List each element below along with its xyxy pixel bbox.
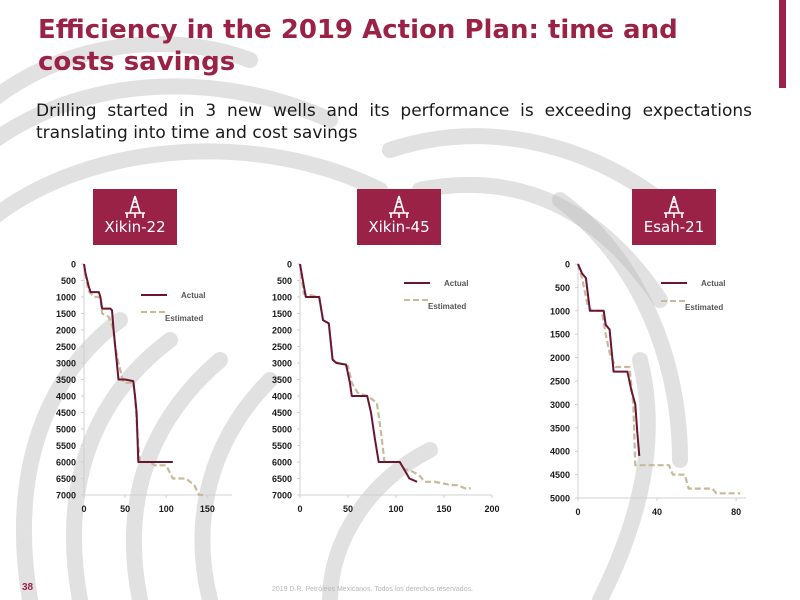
well-name: Esah-21 <box>643 218 705 236</box>
y-tick-label: 5000 <box>56 425 76 435</box>
slide-title: Efficiency in the 2019 Action Plan: time… <box>38 15 678 77</box>
slide-subtitle: Drilling started in 3 new wells and its … <box>36 101 752 143</box>
y-tick-label: 2000 <box>272 326 292 336</box>
y-tick-label: 500 <box>555 283 570 293</box>
y-tick-label: 4500 <box>56 408 76 418</box>
y-tick-label: 6500 <box>272 474 292 484</box>
y-tick-label: 7000 <box>272 491 292 501</box>
legend-label-estimated: Estimated <box>685 303 723 312</box>
y-tick-label: 4000 <box>272 392 292 402</box>
y-tick-label: 3500 <box>56 375 76 385</box>
footer-copyright: 2019 D.R. Petróleos Mexicanos. Todos los… <box>272 586 474 593</box>
y-tick-label: 1000 <box>272 293 292 303</box>
series-actual-line <box>299 263 418 483</box>
y-tick-label: 2500 <box>56 342 76 352</box>
chart-2: 0500100015002000250030003500400045005000… <box>272 260 500 515</box>
y-tick-label: 2500 <box>272 342 292 352</box>
chart-1: 0500100015002000250030003500400045005000… <box>56 260 232 514</box>
y-tick-label: 3500 <box>272 375 292 385</box>
x-tick-label: 150 <box>200 504 215 514</box>
well-name: Xikin-22 <box>104 218 166 236</box>
y-tick-label: 0 <box>71 260 76 270</box>
y-tick-label: 2000 <box>56 326 76 336</box>
chart-3: 0 500 1000 1500 2000 2500 3000 3500 4000 4500 5000… <box>550 260 746 517</box>
x-tick-label: 0 <box>81 504 86 514</box>
accent-bar <box>779 0 786 88</box>
legend-label-estimated: Estimated <box>165 314 203 323</box>
y-tick-label: 1000 <box>550 306 570 316</box>
y-tick-label: 2000 <box>550 353 570 363</box>
well-label-esah-21: Esah-21 <box>632 189 716 245</box>
y-tick-label: 3000 <box>56 359 76 369</box>
y-tick-label: 500 <box>61 276 76 286</box>
y-tick-label: 1500 <box>550 330 570 340</box>
y-tick-label: 6000 <box>56 458 76 468</box>
legend-label-actual: Actual <box>701 279 725 288</box>
series-actual-line <box>577 263 641 456</box>
y-tick-label: 5500 <box>272 441 292 451</box>
x-tick-label: 50 <box>120 504 130 514</box>
y-tick-label: 4000 <box>550 447 570 457</box>
well-label-xikin-45: Xikin-45 <box>357 189 441 245</box>
y-tick-label: 2500 <box>550 377 570 387</box>
y-tick-label: 1500 <box>272 309 292 319</box>
x-tick-label: 200 <box>484 504 499 514</box>
y-tick-label: 4000 <box>56 392 76 402</box>
y-tick-label: 6500 <box>56 474 76 484</box>
well-label-xikin-22: Xikin-22 <box>93 189 177 245</box>
legend-label-actual: Actual <box>444 279 468 288</box>
x-tick-label: 80 <box>731 507 741 517</box>
series-estimated-line <box>298 263 471 490</box>
x-tick-label: 0 <box>575 507 580 517</box>
y-tick-label: 5000 <box>550 494 570 504</box>
page-number: 38 <box>22 582 34 593</box>
series-actual-line <box>83 263 173 463</box>
x-tick-label: 0 <box>297 504 302 514</box>
y-tick-label: 500 <box>277 276 292 286</box>
x-tick-label: 100 <box>388 504 403 514</box>
legend-label-actual: Actual <box>181 291 205 300</box>
y-tick-label: 7000 <box>56 491 76 501</box>
y-tick-label: 5000 <box>272 425 292 435</box>
y-tick-label: 1500 <box>56 309 76 319</box>
drilling-rig-icon <box>125 195 145 218</box>
y-tick-label: 3000 <box>550 400 570 410</box>
y-tick-label: 4500 <box>272 408 292 418</box>
y-tick-label: 0 <box>565 260 570 270</box>
x-tick-label: 100 <box>159 504 174 514</box>
well-name: Xikin-45 <box>368 218 430 236</box>
y-tick-label: 5500 <box>56 441 76 451</box>
y-tick-label: 6000 <box>272 458 292 468</box>
drilling-rig-icon <box>664 195 684 218</box>
y-tick-label: 1000 <box>56 293 76 303</box>
x-tick-label: 40 <box>652 507 662 517</box>
x-tick-label: 150 <box>436 504 451 514</box>
legend-label-estimated: Estimated <box>428 302 466 311</box>
y-tick-label: 4500 <box>550 470 570 480</box>
drilling-rig-icon <box>389 195 409 218</box>
y-tick-label: 0 <box>287 260 292 270</box>
series-estimated-line <box>576 263 741 495</box>
x-tick-label: 50 <box>343 504 353 514</box>
y-tick-label: 3500 <box>550 423 570 433</box>
y-tick-label: 3000 <box>272 359 292 369</box>
